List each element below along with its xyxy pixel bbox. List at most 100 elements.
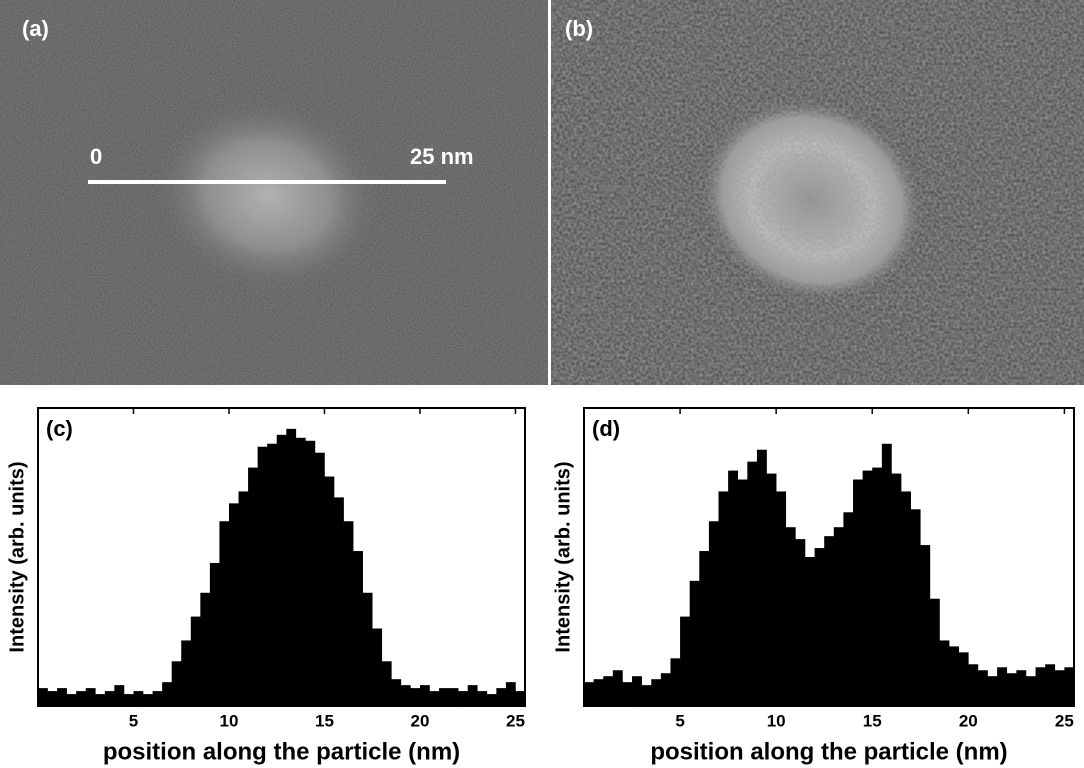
- bar: [699, 551, 710, 706]
- bar: [968, 664, 979, 706]
- bar: [76, 691, 87, 706]
- bar: [400, 685, 411, 706]
- bar: [381, 661, 392, 706]
- x-tick-label: 25: [1055, 711, 1074, 730]
- bar: [689, 580, 700, 706]
- bar: [881, 443, 892, 706]
- bar: [143, 694, 153, 706]
- bar: [920, 545, 931, 706]
- bar: [987, 676, 998, 706]
- scale-start: 0: [90, 144, 102, 169]
- bar: [372, 628, 383, 706]
- bar: [997, 667, 1008, 706]
- bar: [114, 685, 125, 706]
- x-tick-label: 15: [315, 711, 334, 730]
- bar: [670, 658, 681, 706]
- bar: [133, 691, 144, 706]
- bar: [891, 473, 902, 706]
- bar: [1006, 673, 1017, 706]
- y-axis-title: Intensity (arb. units): [6, 461, 28, 652]
- bar: [200, 592, 211, 706]
- bar: [257, 446, 268, 706]
- x-axis-title: position along the particle (nm): [103, 738, 460, 765]
- bar: [410, 688, 421, 706]
- bar: [977, 670, 988, 706]
- bar: [47, 691, 58, 706]
- bar: [680, 616, 690, 706]
- bar: [584, 682, 594, 706]
- panel-label: (a): [22, 16, 49, 41]
- bar: [833, 527, 844, 706]
- bar: [458, 691, 469, 706]
- bar: [228, 503, 239, 706]
- bar: [439, 688, 449, 706]
- bar: [171, 661, 182, 706]
- x-tick-label: 5: [675, 711, 684, 730]
- bar: [353, 551, 363, 706]
- scale-end: 25 nm: [410, 144, 474, 169]
- bar: [95, 694, 106, 706]
- bar: [641, 685, 652, 706]
- panel-label: (b): [565, 16, 593, 41]
- x-tick-label: 15: [863, 711, 882, 730]
- bar: [276, 434, 287, 706]
- bar: [286, 428, 297, 706]
- bar: [737, 479, 748, 706]
- bar: [362, 592, 373, 706]
- plot-frame: [583, 407, 1075, 707]
- profile-chart: 5 10 15 20 25 (c) position along the particle …: [6, 407, 526, 765]
- bar: [785, 527, 796, 706]
- bar: [391, 679, 402, 706]
- bar: [343, 521, 354, 706]
- bar: [651, 679, 662, 706]
- bar: [152, 691, 163, 706]
- bar: [66, 694, 77, 706]
- image-a: (a) 0 25 nm: [0, 0, 548, 385]
- bar: [1016, 670, 1027, 706]
- y-axis-title: Intensity (arb. units): [552, 461, 574, 652]
- bar: [901, 491, 911, 706]
- bar: [632, 676, 642, 706]
- x-tick-label: 10: [220, 711, 239, 730]
- panel-label: (d): [592, 416, 620, 441]
- bar: [929, 598, 940, 706]
- bar: [747, 461, 758, 706]
- bar: [872, 467, 883, 706]
- bar: [612, 670, 623, 706]
- bar: [766, 473, 777, 706]
- bar: [267, 443, 278, 706]
- bar: [622, 682, 633, 706]
- bar: [795, 539, 806, 706]
- bar: [248, 467, 258, 706]
- bar: [1064, 667, 1075, 706]
- bar: [1035, 667, 1046, 706]
- bar: [38, 688, 48, 706]
- bar: [853, 479, 863, 706]
- bar: [448, 688, 459, 706]
- bar: [314, 452, 325, 706]
- x-tick-label: 25: [506, 711, 525, 730]
- plot-frame: [37, 407, 526, 707]
- bar: [104, 691, 115, 706]
- bar: [1025, 676, 1036, 706]
- image-b: (b): [551, 0, 1084, 385]
- bar: [843, 512, 854, 706]
- bar: [477, 691, 488, 706]
- bar: [910, 509, 921, 706]
- bar: [505, 682, 516, 706]
- bar: [209, 562, 220, 706]
- x-tick-label: 10: [767, 711, 786, 730]
- bar: [85, 688, 96, 706]
- bar: [593, 679, 604, 706]
- bar: [190, 616, 201, 706]
- bar: [708, 521, 719, 706]
- bar: [334, 497, 344, 706]
- bar: [324, 476, 335, 706]
- x-axis-title: position along the particle (nm): [650, 738, 1007, 765]
- bar: [958, 652, 969, 706]
- x-tick-label: 20: [959, 711, 978, 730]
- bar: [862, 470, 873, 706]
- bar: [295, 437, 306, 706]
- bar: [728, 470, 739, 706]
